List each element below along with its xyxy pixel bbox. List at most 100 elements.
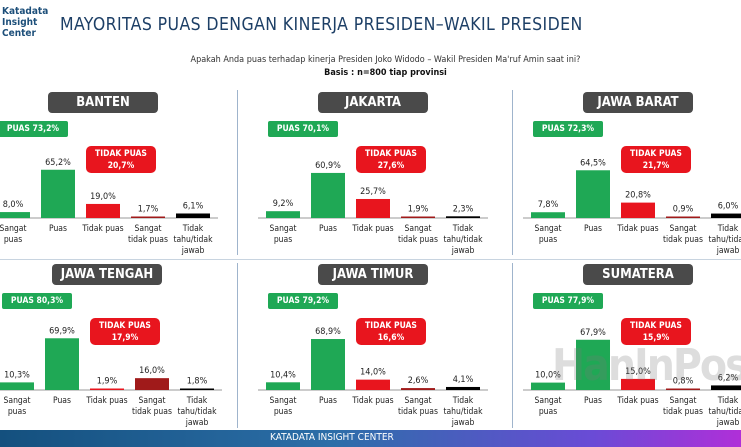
divider	[512, 263, 513, 428]
data-label: 2,6%	[408, 376, 429, 386]
footer-text: KATADATA INSIGHT CENTER	[270, 432, 394, 443]
bar	[666, 388, 700, 390]
data-label: 68,9%	[315, 327, 341, 337]
bar	[576, 170, 610, 218]
category-label: Sangat puas	[535, 224, 562, 245]
chart-panel: JAKARTA PUAS 70,1% TIDAK PUAS 27,6% 9,2% Sa…	[248, 88, 498, 258]
data-label: 10,3%	[4, 370, 30, 380]
chart-panel: JAWA TENGAH PUAS 80,3% TIDAK PUAS 17,9% 10…	[0, 260, 232, 430]
data-label: 14,0%	[360, 368, 386, 378]
data-label: 6,0%	[718, 202, 739, 212]
bar-chart: 10,0% Sangat puas 67,9% Puas 15,0% Tidak puas 0…	[523, 328, 741, 428]
puas-total-badge: PUAS 72,3%	[533, 121, 603, 137]
category-label: Sangat puas	[535, 396, 562, 417]
puas-total-badge: PUAS 70,1%	[268, 121, 338, 137]
data-label: 16,0%	[139, 366, 165, 376]
bar	[311, 172, 345, 218]
category-label: Tidak puas	[616, 224, 658, 234]
bar	[711, 213, 741, 218]
bar	[356, 379, 390, 390]
data-label: 1,9%	[408, 205, 429, 215]
bar	[666, 216, 700, 218]
puas-total-badge: PUAS 73,2%	[0, 121, 68, 137]
survey-question: Apakah Anda puas terhadap kinerja Presid…	[190, 55, 581, 65]
divider	[237, 263, 238, 428]
bar	[531, 382, 565, 390]
data-label: 0,9%	[673, 205, 694, 215]
chart-panel: JAWA TIMUR PUAS 79,2% TIDAK PUAS 16,6% 10,…	[248, 260, 498, 430]
footer: KATADATA INSIGHT CENTER	[0, 430, 741, 447]
data-label: 2,3%	[453, 204, 474, 214]
bar	[86, 203, 120, 218]
data-label: 69,9%	[49, 326, 75, 336]
data-label: 4,1%	[453, 375, 474, 385]
bar-chart: 9,2% Sangat puas 60,9% Puas 25,7% Tidak puas 1,…	[258, 161, 488, 256]
category-label: Sangat tidak puas	[398, 396, 438, 417]
tidak-puas-label: TIDAK PUAS	[95, 149, 147, 159]
data-label: 7,8%	[538, 200, 559, 210]
tidak-puas-label: TIDAK PUAS	[365, 321, 417, 331]
bar	[131, 216, 165, 218]
logo-line: Insight	[2, 17, 38, 28]
bar	[135, 378, 169, 390]
category-label: Sangat puas	[4, 396, 31, 417]
tidak-puas-label: TIDAK PUAS	[630, 321, 682, 331]
watermark: HanInPost	[552, 340, 741, 391]
category-label: Tidak puas	[616, 396, 658, 406]
bar	[356, 198, 390, 218]
data-label: 10,0%	[535, 371, 561, 381]
data-label: 6,1%	[183, 201, 204, 211]
data-label: 1,9%	[97, 377, 118, 387]
bar	[90, 388, 124, 390]
bar	[0, 212, 30, 218]
bar	[266, 382, 300, 390]
bar	[176, 213, 210, 218]
logo-line: Center	[2, 28, 36, 39]
bar	[266, 211, 300, 218]
category-label: Puas	[53, 396, 71, 406]
tidak-puas-total-badge: TIDAK PUAS 17,9%	[90, 318, 160, 345]
tidak-puas-label: TIDAK PUAS	[365, 149, 417, 159]
bar-chart: 10,3% Sangat puas 69,9% Puas 1,9% Tidak puas 16…	[0, 326, 222, 428]
tidak-puas-value: 21,7%	[642, 161, 670, 171]
bar	[0, 382, 34, 390]
region-title: JAWA TENGAH	[52, 264, 162, 285]
category-label: Sangat puas	[270, 396, 297, 417]
page-title: MAYORITAS PUAS DENGAN KINERJA PRESIDEN–W…	[60, 15, 583, 35]
divider	[0, 259, 741, 260]
data-label: 10,4%	[270, 370, 296, 380]
tidak-puas-total-badge: TIDAK PUAS 21,7%	[621, 146, 691, 173]
bar	[401, 388, 435, 390]
logo-line: Katadata	[2, 6, 49, 17]
bar	[446, 386, 480, 390]
tidak-puas-total-badge: TIDAK PUAS 15,9%	[621, 318, 691, 345]
category-label: Sangat tidak puas	[663, 396, 703, 417]
category-label: Puas	[584, 224, 602, 234]
tidak-puas-value: 17,9%	[111, 333, 139, 343]
chart-panel: SUMATERA UTARA PUAS 77,9% TIDAK PUAS 15,9…	[513, 260, 741, 430]
tidak-puas-value: 15,9%	[642, 333, 670, 343]
bar	[621, 202, 655, 218]
data-label: 25,7%	[360, 187, 386, 197]
bar-chart: 8,0% Sangat puas 65,2% Puas 19,0% Tidak puas 1,…	[0, 158, 218, 256]
tidak-puas-label: TIDAK PUAS	[630, 149, 682, 159]
category-label: Sangat tidak puas	[128, 224, 168, 245]
bar-chart: 7,8% Sangat puas 64,5% Puas 20,8% Tidak puas 0,…	[523, 158, 741, 256]
category-label: Puas	[319, 396, 337, 406]
puas-total-badge: PUAS 80,3%	[2, 293, 72, 309]
data-label: 65,2%	[45, 158, 71, 168]
data-label: 8,0%	[3, 200, 24, 210]
category-label: Puas	[319, 224, 337, 234]
data-label: 0,8%	[673, 377, 694, 387]
region-title: JAKARTA	[318, 92, 428, 113]
bar	[531, 212, 565, 218]
data-label: 6,2%	[718, 373, 739, 383]
bar	[621, 378, 655, 390]
region-title: BANTEN	[48, 92, 158, 113]
katadata-logo: Katadata Insight Center	[2, 6, 48, 39]
